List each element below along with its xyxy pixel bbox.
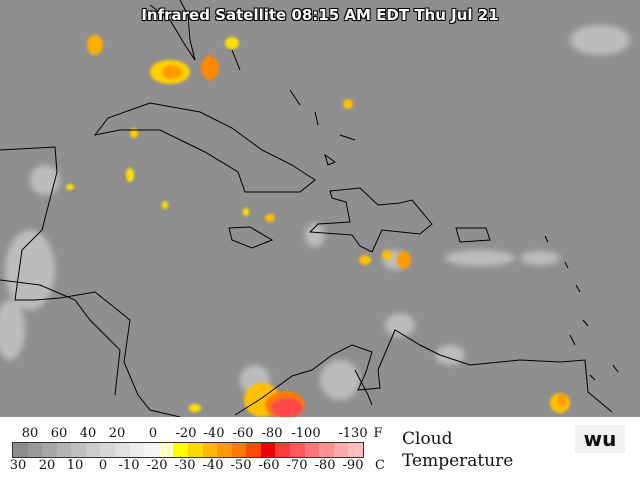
c-unit: C — [375, 458, 385, 473]
color-swatch — [129, 443, 145, 457]
cold-cloud-tops — [66, 35, 570, 417]
f-tick: 40 — [79, 426, 97, 441]
legend-caption-line2: Temperature — [402, 451, 514, 471]
coastlines — [0, 0, 619, 417]
color-swatch — [231, 443, 247, 457]
wunderground-logo: wu — [575, 425, 625, 453]
cuba-coast — [93, 102, 316, 193]
c-tick: 10 — [66, 458, 84, 473]
color-swatch — [100, 443, 116, 457]
c-tick: 20 — [38, 458, 56, 473]
color-swatch — [333, 443, 349, 457]
map-title: Infrared Satellite 08:15 AM EDT Thu Jul … — [141, 6, 499, 24]
f-tick: 20 — [108, 426, 126, 441]
f-unit: F — [373, 426, 383, 441]
color-swatch — [13, 443, 28, 457]
hispaniola-coast — [308, 187, 433, 253]
c-tick: -80 — [314, 458, 336, 473]
c-tick: 0 — [98, 458, 108, 473]
puerto-rico-coast — [455, 227, 491, 243]
color-swatch — [246, 443, 261, 457]
florida-coast — [149, 0, 196, 61]
color-swatch — [173, 443, 188, 457]
legend-caption-line1: Cloud — [402, 429, 453, 449]
color-swatch — [85, 443, 101, 457]
light-clouds — [0, 25, 630, 400]
bahamas — [231, 49, 356, 166]
f-tick: 60 — [50, 426, 68, 441]
c-tick: -30 — [174, 458, 196, 473]
fahrenheit-scale: 80 60 40 20 0 -20 -40 -60 -80 -100 -130 … — [12, 426, 392, 442]
c-tick: -90 — [342, 458, 364, 473]
f-tick: 0 — [148, 426, 158, 441]
color-swatch — [56, 443, 72, 457]
f-tick: -60 — [232, 426, 254, 441]
temperature-legend: 80 60 40 20 0 -20 -40 -60 -80 -100 -130 … — [0, 417, 640, 480]
c-tick: -10 — [118, 458, 140, 473]
color-swatch — [158, 443, 174, 457]
color-swatch — [217, 443, 232, 457]
color-swatch — [187, 443, 203, 457]
c-tick: 30 — [9, 458, 27, 473]
color-swatch — [71, 443, 86, 457]
south-america-coast — [234, 329, 613, 416]
satellite-map — [0, 0, 640, 417]
color-swatch — [115, 443, 130, 457]
jamaica-coast — [228, 226, 274, 249]
celsius-scale: 30 20 10 0 -10 -20 -30 -40 -50 -60 -70 -… — [0, 458, 385, 474]
f-tick: -130 — [338, 426, 368, 441]
f-tick: -100 — [291, 426, 321, 441]
f-tick: -40 — [203, 426, 225, 441]
color-swatch — [144, 443, 159, 457]
c-tick: -20 — [146, 458, 168, 473]
color-swatch — [275, 443, 290, 457]
color-swatch — [304, 443, 320, 457]
f-tick: -20 — [175, 426, 197, 441]
lesser-antilles — [544, 235, 619, 381]
c-tick: -70 — [286, 458, 308, 473]
f-tick: -80 — [261, 426, 283, 441]
c-tick: -60 — [258, 458, 280, 473]
c-tick: -50 — [230, 458, 252, 473]
color-swatch — [42, 443, 57, 457]
c-tick: -40 — [202, 458, 224, 473]
central-america-coast — [0, 146, 181, 417]
color-scale-bar — [12, 442, 364, 458]
color-swatch — [289, 443, 305, 457]
color-swatch — [319, 443, 334, 457]
map-background — [0, 0, 640, 417]
f-tick: 80 — [21, 426, 39, 441]
color-swatch — [348, 443, 363, 457]
color-swatch — [260, 443, 276, 457]
color-swatch — [202, 443, 218, 457]
color-swatch — [27, 443, 43, 457]
